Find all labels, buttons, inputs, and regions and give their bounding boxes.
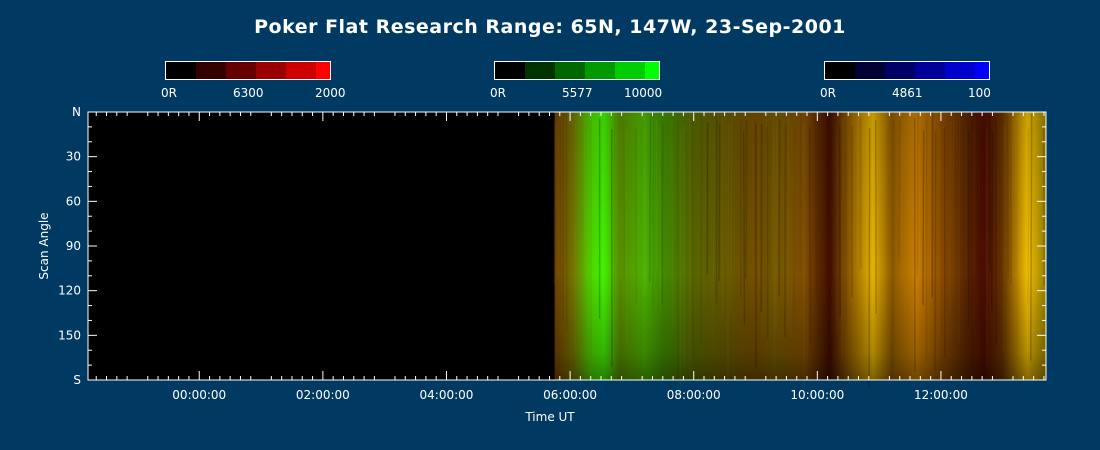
- x-axis-title: Time UT: [525, 410, 575, 424]
- colorbar-4861-min-label: 0R: [820, 86, 836, 100]
- colorbar-5577-min-label: 0R: [490, 86, 506, 100]
- x-tick-label: 00:00:00: [172, 388, 226, 402]
- colorbar-5577: [494, 61, 660, 80]
- y-tick-label: 60: [66, 194, 81, 208]
- x-tick-label: 04:00:00: [420, 388, 474, 402]
- y-tick-label: 150: [58, 328, 81, 342]
- x-tick-label: 08:00:00: [667, 388, 721, 402]
- colorbar-6300: [165, 61, 331, 80]
- y-axis-title: Scan Angle: [37, 212, 51, 280]
- x-axis-ticks: 00:00:00 02:00:00 04:00:00 06:00:00 08:00:00…: [95, 112, 1045, 402]
- colorbar-5577-max-label: 10000: [624, 86, 663, 100]
- colorbar-4861: [824, 61, 990, 80]
- colorbar-6300-max-label: 2000: [315, 86, 346, 100]
- y-tick-label: S: [73, 373, 81, 387]
- colorbar-4861-max-label: 100: [968, 86, 991, 100]
- x-tick-label: 06:00:00: [543, 388, 597, 402]
- colorbar-4861-mid-label: 4861: [892, 86, 923, 100]
- x-tick-label: 02:00:00: [296, 388, 350, 402]
- colorbar-6300-mid-label: 6300: [233, 86, 264, 100]
- y-axis-ticks: N 30 60 90 120 150 S: [58, 105, 1046, 387]
- y-tick-label: 90: [66, 239, 81, 253]
- aurora-streak: [553, 123, 556, 285]
- colorbar-6300-min-label: 0R: [161, 86, 177, 100]
- x-tick-label: 12:00:00: [914, 388, 968, 402]
- colorbar-5577-mid-label: 5577: [562, 86, 593, 100]
- chart-title: Poker Flat Research Range: 65N, 147W, 23…: [254, 16, 846, 38]
- x-tick-label: 10:00:00: [790, 388, 844, 402]
- emission-shading: [554, 112, 1046, 380]
- y-tick-label: 120: [58, 284, 81, 298]
- y-tick-label: N: [72, 105, 81, 119]
- y-tick-label: 30: [66, 150, 81, 164]
